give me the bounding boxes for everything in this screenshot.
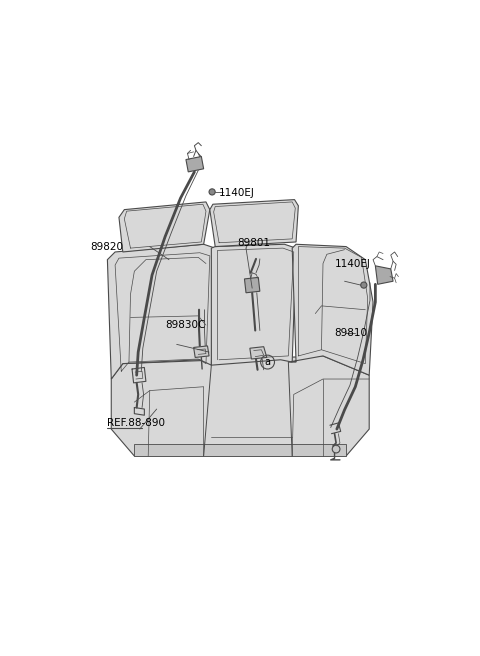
Polygon shape (288, 244, 373, 375)
Circle shape (361, 282, 367, 288)
Text: 1140EJ: 1140EJ (335, 258, 371, 268)
Polygon shape (211, 244, 296, 365)
Polygon shape (119, 202, 210, 252)
Text: 89830C: 89830C (165, 320, 205, 330)
Text: a: a (264, 357, 271, 367)
Polygon shape (210, 199, 299, 247)
Text: REF.88-890: REF.88-890 (108, 418, 166, 428)
Polygon shape (134, 445, 346, 456)
Polygon shape (193, 346, 209, 358)
Polygon shape (108, 244, 215, 379)
Polygon shape (375, 266, 393, 284)
Text: 89801: 89801 (237, 237, 270, 248)
Polygon shape (186, 157, 204, 172)
Polygon shape (111, 356, 369, 456)
Text: 1140EJ: 1140EJ (219, 188, 255, 197)
Polygon shape (244, 277, 260, 293)
Text: 89820: 89820 (90, 241, 123, 252)
Circle shape (209, 189, 215, 195)
Polygon shape (250, 346, 267, 359)
Text: 89810: 89810 (335, 328, 368, 338)
